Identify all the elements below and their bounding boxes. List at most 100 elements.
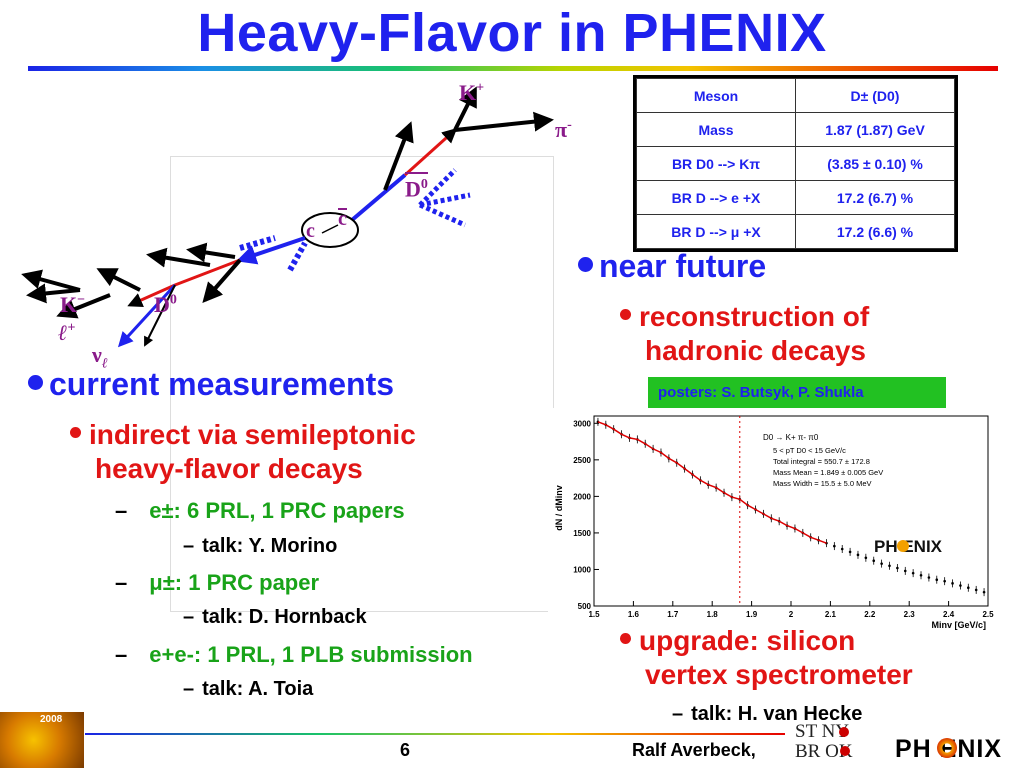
- ee-item: – e+e-: 1 PRL, 1 PLB submission: [115, 642, 473, 667]
- c-to-d0-line: [236, 236, 306, 265]
- jet-blue-1: [419, 192, 471, 208]
- near-future-item-1: reconstruction of hadronic decays: [620, 300, 869, 368]
- meson-table-box: Meson D± (D0) Mass 1.87 (1.87) GeV BR D0 -->…: [633, 75, 958, 252]
- x-tick-label: 2.3: [904, 610, 916, 619]
- phenix-bird-icon: [897, 540, 909, 552]
- jet-blue-3: [418, 168, 457, 207]
- meson-table-cell: 17.2 (6.6) %: [795, 214, 955, 249]
- x-tick-label: 1.5: [588, 610, 600, 619]
- near-future-item-2: upgrade: silicon vertex spectrometer: [620, 624, 913, 692]
- data-point: [982, 590, 986, 594]
- decay-diagram: [21, 86, 554, 348]
- x-tick-label: 2.1: [825, 610, 837, 619]
- ccbar-ellipse: [301, 212, 359, 248]
- ee-talk: – talk: A. Toia: [183, 678, 314, 700]
- data-point: [864, 556, 868, 560]
- data-point: [888, 564, 891, 568]
- x-tick-label: 2.5: [982, 610, 994, 619]
- conference-logo: 2008: [0, 712, 84, 768]
- c-label: c: [306, 220, 315, 242]
- x-tick-label: 1.7: [667, 610, 679, 619]
- meson-table-cell: 17.2 (6.7) %: [795, 180, 955, 215]
- kplus-label: K+: [459, 80, 485, 105]
- lepton-label: ℓ+: [58, 320, 76, 345]
- meson-table-cell: Meson: [636, 78, 796, 113]
- meson-table-row: Meson D± (D0): [636, 78, 955, 113]
- meson-table-row: BR D0 --> Kπ (3.85 ± 0.10) %: [636, 146, 955, 181]
- d0bar-to-kplus-line: [403, 127, 458, 177]
- track-up: [383, 121, 414, 191]
- y-tick-label: 2000: [573, 492, 591, 501]
- poster-note: posters: S. Butsyk, P. Shukla: [648, 377, 946, 409]
- meson-table-row: BR D --> μ +X 17.2 (6.6) %: [636, 214, 955, 249]
- x-tick-label: 2: [789, 610, 794, 619]
- legend-line: Total integral = 550.7 ± 172.8: [773, 457, 870, 466]
- legend-line: Mass Width = 15.5 ± 5.0 MeV: [773, 479, 872, 488]
- cbar-to-d0bar-line: [350, 173, 407, 222]
- logo-year: 2008: [40, 714, 63, 725]
- meson-table-cell: BR D --> μ +X: [636, 214, 796, 249]
- legend-line: Mass Mean = 1.849 ± 0.005 GeV: [773, 468, 883, 477]
- data-point: [833, 544, 836, 548]
- page-number: 6: [400, 740, 411, 760]
- page-title: Heavy-Flavor in PHENIX: [197, 3, 827, 63]
- near-future-talk: – talk: H. van Hecke: [672, 703, 863, 725]
- data-point: [919, 574, 923, 577]
- meson-table-cell: 1.87 (1.87) GeV: [795, 112, 955, 147]
- data-point: [903, 569, 907, 573]
- meson-table-cell: BR D0 --> Kπ: [636, 146, 796, 181]
- stony-brook-dot-icon-2: [840, 746, 850, 756]
- x-tick-label: 2.2: [864, 610, 876, 619]
- stony-brook-logo: ST NY BR OK: [795, 721, 853, 762]
- jet-blue-2: [418, 202, 467, 228]
- title-rule: [28, 66, 998, 71]
- neutrino-label: νℓ: [92, 342, 108, 372]
- near-future-heading: near future: [578, 248, 766, 285]
- data-point: [974, 588, 978, 592]
- y-tick-label: 2500: [573, 456, 591, 465]
- y-tick-label: 3000: [573, 419, 591, 428]
- legend-title: D0 → K+ π- π0: [763, 433, 819, 442]
- data-point: [896, 566, 899, 570]
- fit-curve: [597, 421, 827, 544]
- legend-line: 5 < pT D0 < 15 GeV/c: [773, 446, 846, 455]
- piminus-label: π-: [555, 117, 572, 142]
- data-point: [967, 586, 970, 590]
- x-tick-label: 1.8: [707, 610, 719, 619]
- data-point: [959, 584, 962, 587]
- meson-table-row: BR D --> e +X 17.2 (6.7) %: [636, 180, 955, 215]
- data-point: [911, 571, 915, 575]
- data-point: [872, 559, 876, 562]
- phenix-bird-icon-footer: [937, 738, 957, 758]
- footer-rule: [85, 733, 785, 735]
- x-tick-label: 2.4: [943, 610, 955, 619]
- data-point: [943, 579, 946, 583]
- y-axis-label: dN / dMinv: [554, 485, 564, 531]
- d0-label: D0: [154, 292, 177, 317]
- data-point: [856, 553, 860, 557]
- data-point: [951, 582, 954, 585]
- y-tick-label: 1500: [573, 529, 591, 538]
- data-point: [840, 547, 844, 551]
- author-name: Ralf Averbeck,: [632, 740, 756, 760]
- y-tick-label: 1000: [573, 565, 591, 574]
- mu-item: – μ±: 1 PRC paper: [115, 570, 320, 595]
- meson-table-cell: Mass: [636, 112, 796, 147]
- stony-brook-dot-icon: [839, 727, 849, 737]
- meson-table-cell: BR D --> e +X: [636, 180, 796, 215]
- y-tick-label: 500: [578, 602, 592, 611]
- meson-table-cell: (3.85 ± 0.10) %: [795, 146, 955, 181]
- d0-line: [174, 258, 241, 287]
- meson-table-row: Mass 1.87 (1.87) GeV: [636, 112, 955, 147]
- x-tick-label: 1.6: [628, 610, 640, 619]
- mu-talk: – talk: D. Hornback: [183, 606, 367, 628]
- e-talk: – talk: Y. Morino: [183, 535, 338, 557]
- current-measurements-heading: current measurements: [28, 366, 394, 403]
- data-point: [927, 576, 931, 579]
- pion-track: [454, 111, 554, 132]
- meson-table: Meson D± (D0) Mass 1.87 (1.87) GeV BR D0 -->…: [636, 78, 955, 249]
- data-point: [935, 578, 939, 581]
- e-item: – e±: 6 PRL, 1 PRC papers: [115, 498, 405, 523]
- data-point: [880, 562, 883, 565]
- kaon-track: [453, 86, 477, 131]
